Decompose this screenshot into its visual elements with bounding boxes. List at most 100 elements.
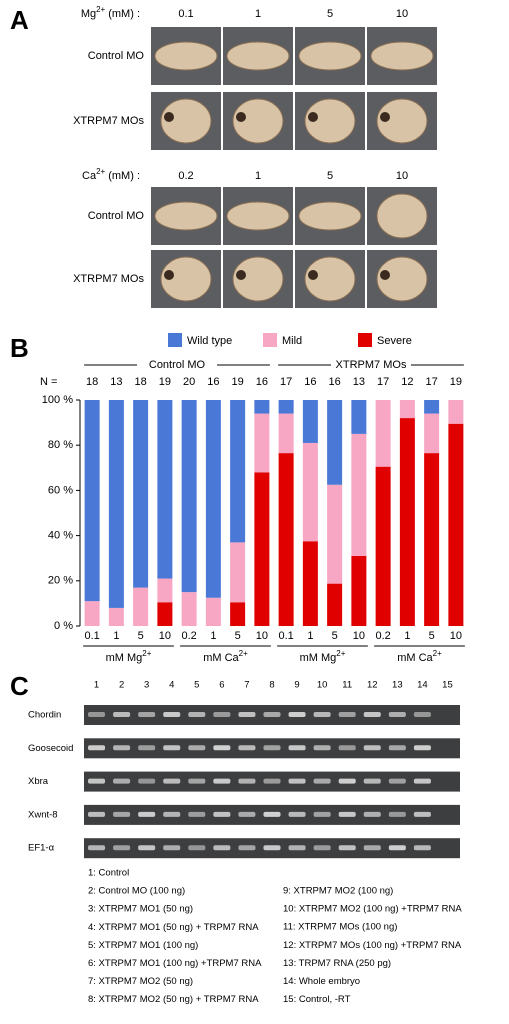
label-part: mM Mg: [106, 652, 143, 664]
gel-band: [188, 712, 206, 717]
x-tick-label: 0.2: [375, 630, 390, 642]
bar-segment: [278, 400, 294, 414]
legend-item: 13: TRPM7 RNA (250 pg): [283, 958, 391, 969]
lane-number: 8: [269, 680, 274, 691]
gel-band: [288, 811, 306, 817]
gel-band: [138, 745, 156, 751]
legend-item: 11: XTRPM7 MOs (100 ng): [283, 922, 397, 933]
n-label: 17: [377, 376, 389, 388]
gel-band: [338, 811, 356, 817]
bar-segment: [254, 400, 270, 414]
y-tick-label: 20 %: [48, 575, 73, 587]
legend-item: 3: XTRPM7 MO1 (50 ng): [88, 904, 193, 915]
gel-band: [313, 745, 331, 751]
bar-segment: [230, 602, 246, 626]
bar-segment: [399, 400, 415, 419]
lane-number: 4: [169, 680, 174, 691]
gel-band: [413, 778, 431, 784]
lane-number: 13: [392, 680, 403, 691]
bar-segment: [448, 400, 464, 424]
bar-segment: [181, 400, 197, 593]
gel-band: [363, 778, 381, 784]
embryo-eye: [380, 270, 390, 280]
embryo: [376, 98, 428, 144]
bar-segment: [133, 400, 149, 588]
embryo: [304, 256, 356, 302]
label-part: (mM) :: [108, 170, 140, 182]
group-label-bg: [331, 358, 411, 372]
y-tick-label: 60 %: [48, 484, 73, 496]
gel-band: [88, 712, 106, 717]
gel-band: [413, 845, 431, 851]
bar-segment: [230, 542, 246, 603]
legend-item: 5: XTRPM7 MO1 (100 ng): [88, 940, 198, 951]
gel-band: [288, 778, 306, 784]
column-label: 0.1: [178, 8, 193, 20]
x-tick-label: 5: [138, 630, 144, 642]
bar-segment: [205, 400, 221, 598]
bar-segment: [278, 453, 294, 626]
label: Ca2+ (mM) :: [82, 167, 140, 182]
legend-item: 4: XTRPM7 MO1 (50 ng) + TRPM7 RNA: [88, 922, 259, 933]
gel-band: [113, 845, 131, 851]
bar-segment: [84, 400, 100, 602]
gene-label: Xbra: [28, 776, 49, 787]
gel-band: [263, 811, 281, 817]
embryo-eye: [236, 270, 246, 280]
gel-band: [113, 778, 131, 784]
bar-segment: [424, 400, 440, 414]
label: mM Mg2+: [300, 649, 346, 664]
x-tick-label: 5: [235, 630, 241, 642]
gene-label: Goosecoid: [28, 743, 73, 754]
group-label: XTRPM7 MOs: [336, 359, 407, 371]
n-label: 16: [304, 376, 316, 388]
embryo: [376, 256, 428, 302]
gel-band: [163, 811, 181, 817]
superscript: 2+: [96, 5, 105, 14]
legend-item: 10: XTRPM7 MO2 (100 ng) +TRPM7 RNA: [283, 904, 462, 915]
column-label: 10: [396, 170, 408, 182]
gel-band: [238, 845, 256, 851]
embryo: [160, 98, 212, 144]
embryo: [304, 98, 356, 144]
label-part: mM Mg: [300, 652, 337, 664]
gel-band: [188, 778, 206, 784]
bar-segment: [205, 597, 221, 626]
gel-band: [288, 745, 306, 751]
gel-band: [213, 811, 231, 817]
x-tick-label: 10: [256, 630, 268, 642]
embryo-eye: [236, 112, 246, 122]
gel-band: [213, 745, 231, 751]
x-tick-label: 1: [210, 630, 216, 642]
gel-band: [338, 778, 356, 784]
bar-segment: [351, 555, 367, 626]
gel-band: [413, 712, 431, 717]
gel-band: [188, 745, 206, 751]
legend-item: 6: XTRPM7 MO1 (100 ng) +TRPM7 RNA: [88, 958, 262, 969]
bar-segment: [133, 587, 149, 626]
gel-band: [188, 845, 206, 851]
bar-segment: [302, 541, 318, 626]
superscript: 2+: [239, 649, 248, 658]
lane-number: 6: [219, 680, 224, 691]
bar-segment: [254, 413, 270, 473]
gel-band: [388, 811, 406, 817]
embryo: [298, 41, 362, 71]
n-label: 17: [280, 376, 292, 388]
bar-segment: [351, 400, 367, 434]
gel-band: [238, 745, 256, 751]
n-label: 16: [256, 376, 268, 388]
gel-band: [363, 712, 381, 717]
x-tick-label: 0.2: [181, 630, 196, 642]
embryo: [160, 256, 212, 302]
lane-number: 7: [244, 680, 249, 691]
x-tick-label: 10: [450, 630, 462, 642]
panel-label: B: [10, 333, 29, 363]
lane-number: 12: [367, 680, 378, 691]
gel-band: [238, 712, 256, 717]
gel-band: [313, 778, 331, 784]
gel-band: [88, 845, 106, 851]
embryo: [154, 201, 218, 231]
x-tick-label: 5: [429, 630, 435, 642]
bar-segment: [181, 592, 197, 626]
